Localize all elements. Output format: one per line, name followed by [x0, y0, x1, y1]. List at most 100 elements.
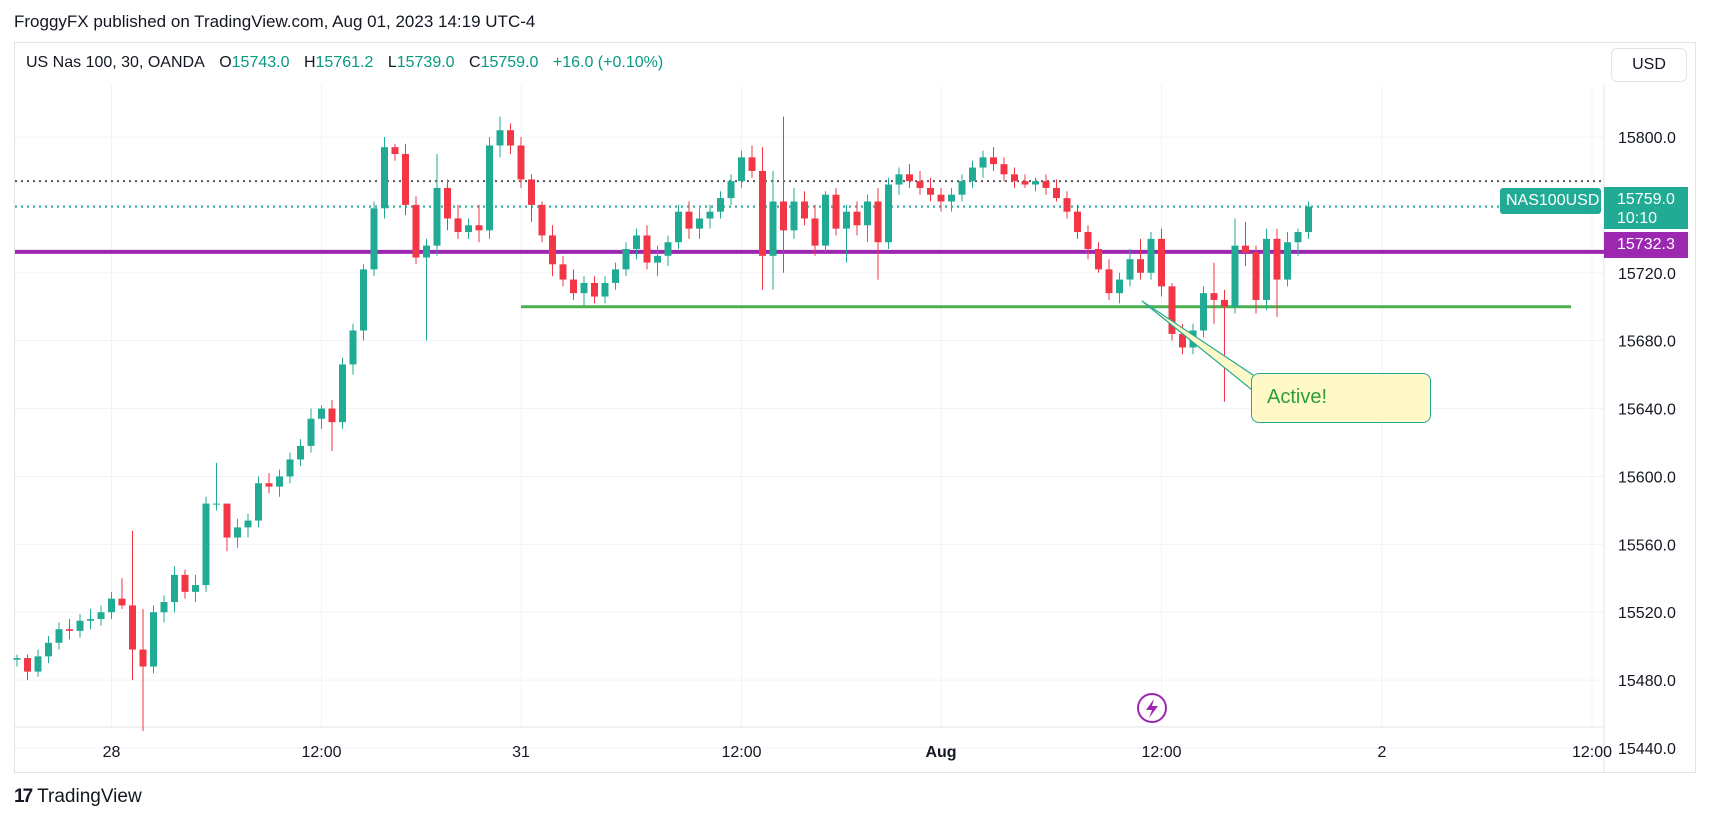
tradingview-logo-icon: 17 [14, 786, 33, 807]
candle-body [223, 503, 231, 538]
candle [622, 242, 630, 277]
candle [454, 204, 462, 239]
symbol-price-tag: NAS100USD [1500, 188, 1601, 214]
candle-body [318, 408, 325, 419]
lightning-event-icon[interactable] [1137, 693, 1167, 723]
candle-body [853, 211, 861, 226]
candle [927, 177, 934, 202]
candle-body [549, 235, 556, 265]
candle [34, 649, 42, 677]
candle [118, 578, 126, 609]
candle [937, 187, 945, 212]
tradingview-footer[interactable]: 17 TradingView [14, 786, 142, 808]
candle [475, 204, 483, 243]
candle [213, 462, 220, 511]
candle-body [1074, 211, 1081, 233]
candle [1158, 228, 1165, 297]
candle-body [433, 187, 441, 246]
candle [843, 204, 850, 263]
candle-body [391, 147, 399, 154]
currency-button[interactable]: USD [1611, 48, 1687, 82]
candle-body [13, 658, 21, 660]
candle-body [1137, 259, 1144, 273]
candle [759, 147, 766, 290]
candle-body [990, 157, 997, 165]
candle [1084, 225, 1092, 260]
candle-body [1011, 174, 1018, 182]
candle-body [381, 147, 388, 209]
candle-body [496, 130, 504, 146]
candle-body [811, 218, 819, 246]
candle [486, 137, 493, 239]
candle-body [24, 658, 31, 672]
candle-body [1200, 293, 1207, 331]
candle-body [150, 612, 157, 667]
candle-body [528, 179, 535, 205]
candle [1053, 179, 1060, 202]
candle [433, 153, 441, 256]
legend-close-label: C [469, 54, 481, 71]
candle-body [1053, 187, 1060, 199]
candle [45, 635, 52, 664]
candle-body [454, 218, 462, 233]
legend-change: +16.0 (+0.10%) [552, 54, 664, 71]
candle-body [265, 483, 273, 487]
candle-body [906, 174, 913, 182]
legend-close-value: 15759.0 [480, 54, 539, 71]
candle [1095, 242, 1102, 273]
candle [633, 228, 640, 260]
candle [318, 405, 325, 429]
level-price-tag: 15732.3 [1604, 232, 1688, 258]
candle [1105, 259, 1113, 300]
candle [87, 608, 94, 630]
candle-body [864, 201, 871, 226]
candle [328, 400, 336, 451]
candle-body [108, 598, 115, 613]
candle-body [234, 527, 241, 538]
last-price-tag: 15759.0 10:10 [1604, 187, 1688, 229]
candle-body [465, 225, 472, 233]
candle [265, 473, 273, 494]
candle-body [801, 201, 808, 219]
candle-body [1305, 206, 1312, 233]
legend-symbol[interactable]: US Nas 100, 30, OANDA [26, 54, 205, 71]
candle [1252, 245, 1260, 314]
legend-low-label: L [387, 54, 397, 71]
candle-body [255, 483, 262, 521]
candle [874, 187, 882, 280]
candle [55, 622, 63, 650]
candle-body [160, 602, 168, 613]
candle-body [654, 255, 661, 263]
candle-body [1158, 238, 1165, 287]
price-tick-label: 15720.0 [1618, 266, 1676, 283]
candle-body [1063, 198, 1071, 212]
candle [160, 595, 168, 623]
bar-countdown: 10:10 [1617, 210, 1658, 227]
candle [685, 201, 693, 239]
candle-body [507, 130, 514, 146]
candle [517, 137, 525, 188]
candle-body [1284, 242, 1291, 280]
candle [255, 476, 262, 528]
candle [1042, 174, 1050, 195]
candle-body [717, 198, 724, 212]
candle [1210, 262, 1218, 324]
candle-body [1179, 333, 1186, 348]
candle [1221, 289, 1228, 402]
candle-body [643, 235, 651, 263]
candle [1137, 238, 1144, 280]
time-tick-label: 12:00 [1572, 744, 1612, 761]
candle-body [370, 208, 378, 270]
candle [780, 116, 787, 273]
candle [769, 170, 777, 290]
active-callout[interactable]: Active! [1251, 373, 1431, 423]
candle [864, 194, 871, 243]
candle [297, 439, 304, 467]
candle-body [937, 194, 945, 202]
candle-body [1273, 238, 1281, 280]
candle-body [1021, 181, 1029, 185]
candle-body [1000, 164, 1008, 175]
candle-body [244, 520, 252, 528]
candle-body [1231, 245, 1239, 307]
